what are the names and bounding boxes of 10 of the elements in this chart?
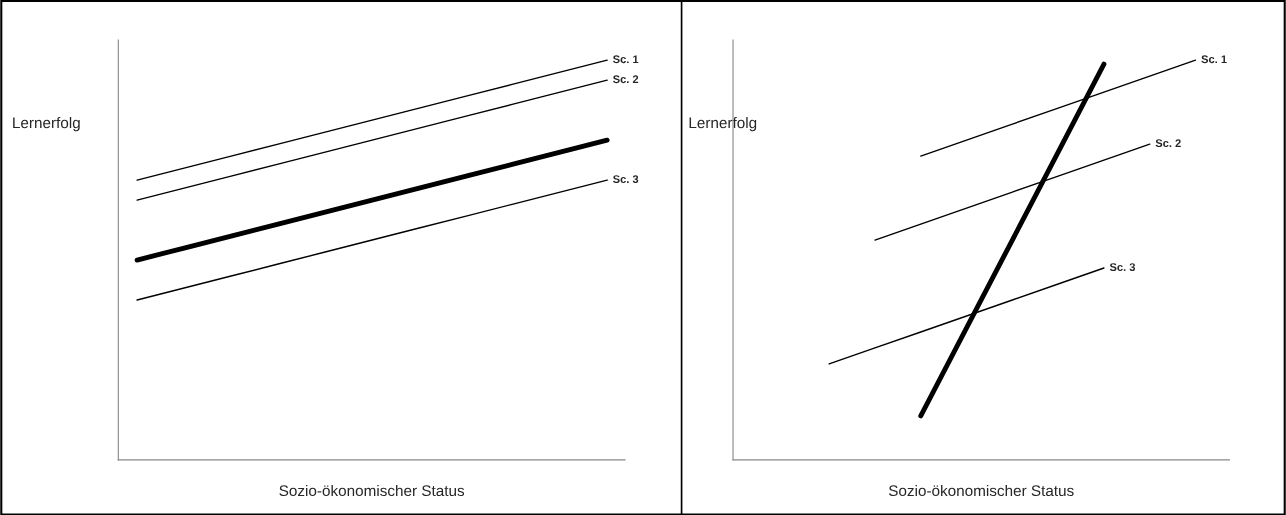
x-axis-title: Sozio-ökonomischer Status — [279, 484, 465, 497]
y-axis-title: Lernerfolg — [13, 116, 80, 132]
series-label: Sc. 2 — [1155, 139, 1181, 148]
series-label: Sc. 3 — [1109, 263, 1136, 272]
x-axis-title: Sozio-ökonomischer Status — [888, 484, 1074, 497]
series-label: Sc. 1 — [613, 55, 639, 64]
series-label: Sc. 3 — [613, 175, 639, 184]
series-label: Sc. 2 — [613, 75, 639, 84]
y-axis-title: Lernerfolg — [689, 116, 757, 132]
series-label: Sc. 1 — [1201, 55, 1227, 64]
